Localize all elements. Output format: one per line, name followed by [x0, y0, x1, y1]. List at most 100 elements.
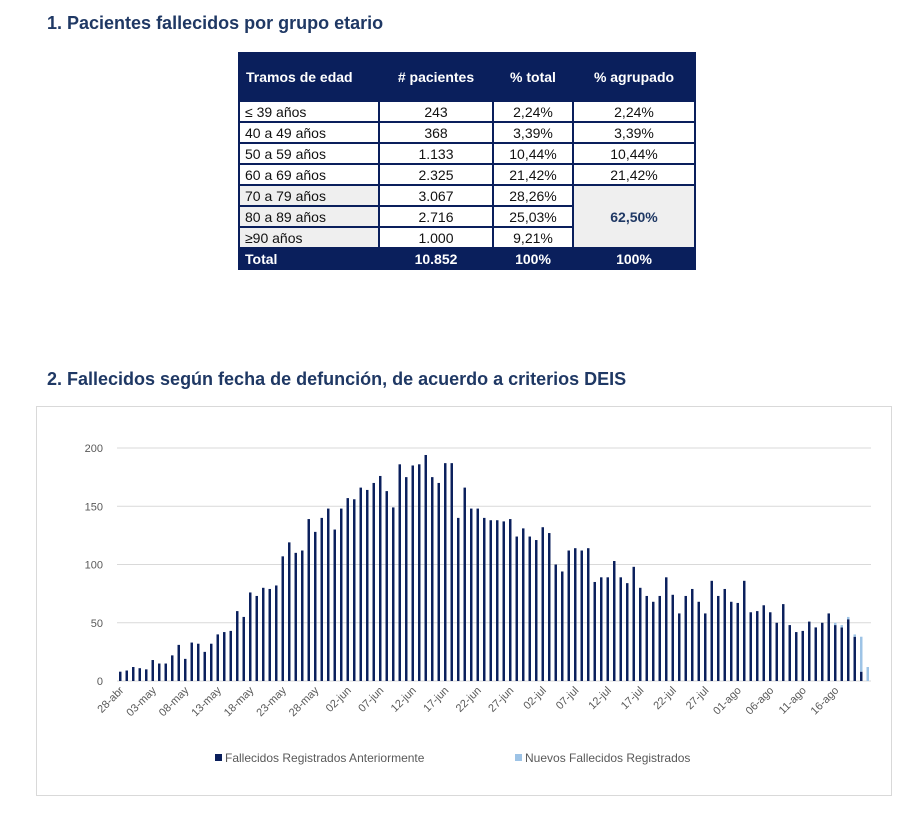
y-tick-label: 0	[97, 676, 103, 688]
x-tick-label: 01-ago	[711, 685, 744, 718]
pct-grouped-cell: 2,24%	[572, 100, 696, 123]
x-tick-label: 27-jun	[486, 685, 516, 715]
pct-grouped-cell: 21,42%	[572, 163, 696, 186]
bar-registrados	[405, 477, 408, 681]
table-row: ≥90 años 1.000 9,21%	[238, 226, 695, 249]
bar-registrados	[255, 595, 258, 681]
table-row: 40 a 49 años 368 3,39% 3,39%	[238, 121, 696, 144]
x-tick-label: 28-abr	[95, 684, 126, 715]
bar-registrados	[782, 604, 785, 681]
bar-registrados	[476, 508, 479, 681]
patients-cell: 243	[378, 100, 494, 123]
age-range-cell: 40 a 49 años	[238, 121, 380, 144]
age-range-cell: ≤ 39 años	[238, 100, 380, 123]
x-tick-label: 17-jul	[619, 685, 647, 713]
total-pct-cell: 100%	[492, 247, 574, 270]
bar-registrados	[769, 612, 772, 681]
section-2-title: 2. Fallecidos según fecha de defunción, …	[47, 369, 627, 389]
x-tick-label: 07-jul	[554, 685, 582, 713]
bar-registrados	[424, 454, 427, 681]
bar-registrados	[301, 550, 304, 681]
pct-total-cell: 10,44%	[492, 142, 574, 165]
bar-registrados	[704, 613, 707, 681]
bar-registrados	[717, 595, 720, 681]
bar-registrados	[541, 527, 544, 681]
bar-registrados	[606, 577, 609, 681]
pct-total-cell: 21,42%	[492, 163, 574, 186]
bar-registrados	[801, 630, 804, 681]
bar-registrados	[151, 660, 154, 681]
age-range-cell: 80 a 89 años	[238, 205, 380, 228]
bar-nuevos	[840, 625, 843, 628]
bar-registrados	[145, 669, 148, 681]
bar-registrados	[756, 611, 759, 681]
age-group-table: Tramos de edad # pacientes % total % agr…	[238, 52, 696, 270]
bar-registrados	[834, 625, 837, 681]
table-total-row: Total 10.852 100% 100%	[238, 247, 696, 270]
bar-registrados	[327, 508, 330, 681]
bar-registrados	[125, 670, 128, 681]
bar-registrados	[671, 594, 674, 681]
x-tick-label: 12-jun	[389, 685, 419, 715]
bar-registrados	[528, 536, 531, 681]
patients-cell: 3.067	[378, 184, 494, 207]
bar-registrados	[346, 498, 349, 681]
bar-registrados	[632, 566, 635, 681]
bar-registrados	[853, 636, 856, 681]
bar-registrados	[379, 475, 382, 681]
bar-registrados	[262, 587, 265, 681]
bar-registrados	[522, 528, 525, 681]
total-patients-cell: 10.852	[378, 247, 494, 270]
legend-swatch	[515, 754, 522, 761]
bar-registrados	[457, 517, 460, 681]
header-pct-grouped: % agrupado	[572, 52, 696, 102]
bar-registrados	[808, 621, 811, 681]
legend-label: Fallecidos Registrados Anteriormente	[225, 751, 425, 765]
x-tick-label: 28-may	[287, 684, 322, 719]
legend-swatch	[215, 754, 222, 761]
x-tick-label: 02-jul	[521, 685, 549, 713]
x-tick-label: 22-jun	[454, 685, 484, 715]
bar-registrados	[333, 529, 336, 681]
bar-registrados	[691, 588, 694, 681]
bar-registrados	[437, 482, 440, 681]
table-row: 70 a 79 años 3.067 28,26% 62,50%	[238, 184, 696, 249]
pct-grouped-merged-cell: 62,50%	[572, 184, 696, 249]
x-tick-label: 07-jun	[356, 685, 386, 715]
bar-registrados	[171, 655, 174, 681]
bar-registrados	[821, 622, 824, 681]
bar-registrados	[216, 634, 219, 681]
bar-registrados	[600, 577, 603, 681]
x-tick-label: 18-may	[222, 684, 257, 719]
y-tick-label: 200	[85, 443, 103, 455]
patients-cell: 2.716	[378, 205, 494, 228]
x-tick-label: 02-jun	[324, 685, 354, 715]
bar-registrados	[730, 601, 733, 681]
bar-registrados	[190, 642, 193, 681]
bar-registrados	[645, 595, 648, 681]
bar-registrados	[587, 548, 590, 681]
bar-registrados	[574, 548, 577, 681]
deaths-bar-chart: 0 50 100 150 200 28-abr03-may08-may13-may18-m…	[85, 443, 871, 765]
header-patients: # pacientes	[378, 52, 494, 102]
bar-registrados	[548, 533, 551, 681]
header-age-range: Tramos de edad	[238, 52, 380, 102]
bar-registrados	[697, 601, 700, 681]
bar-registrados	[138, 668, 141, 681]
bar-registrados	[236, 611, 239, 681]
bar-registrados	[710, 580, 713, 681]
bar-registrados	[736, 602, 739, 681]
legend-label: Nuevos Fallecidos Registrados	[525, 751, 690, 765]
age-range-cell: 70 a 79 años	[238, 184, 380, 207]
patients-cell: 1.133	[378, 142, 494, 165]
bar-registrados	[567, 550, 570, 681]
y-tick-label: 50	[91, 618, 103, 630]
bar-registrados	[275, 585, 278, 681]
bar-registrados	[294, 552, 297, 681]
bar-registrados	[223, 632, 226, 681]
bar-registrados	[444, 463, 447, 681]
bar-registrados	[814, 627, 817, 681]
bar-registrados	[353, 499, 356, 681]
total-label-cell: Total	[238, 247, 380, 270]
bar-registrados	[743, 580, 746, 681]
